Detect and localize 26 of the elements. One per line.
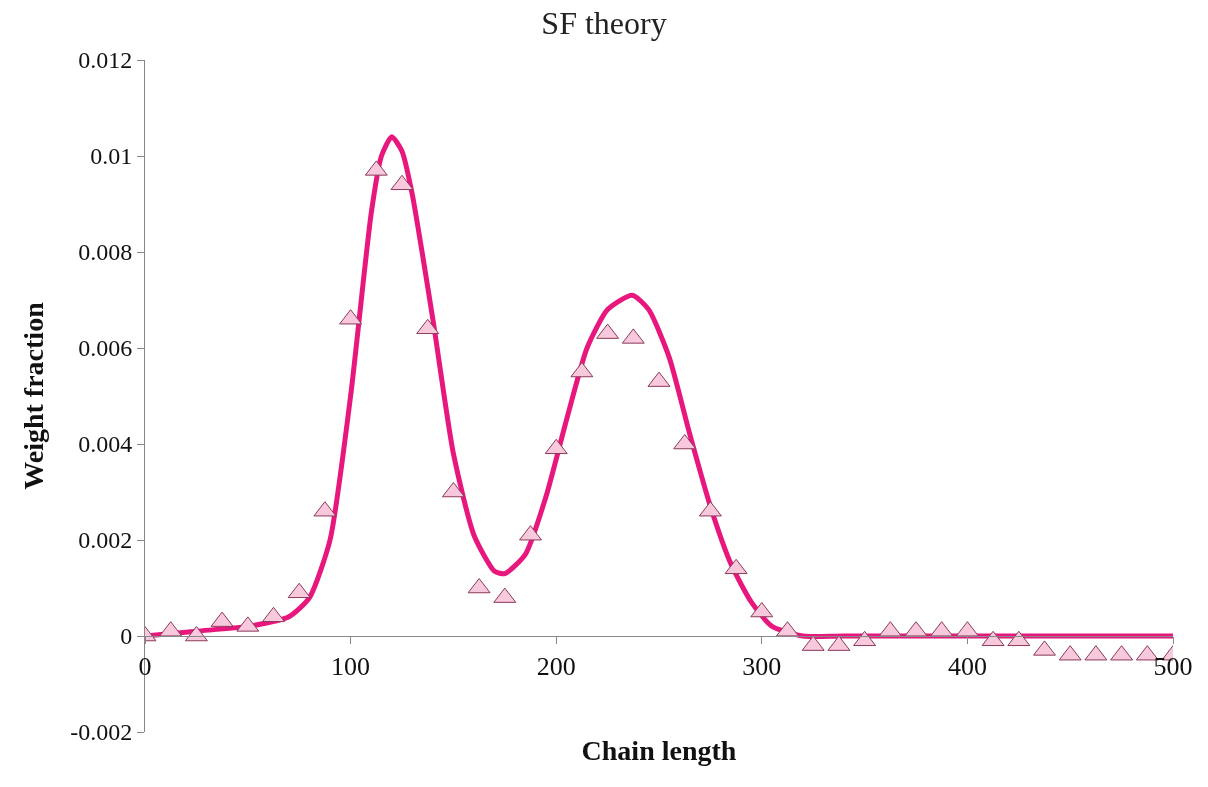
x-tick-label: 200 xyxy=(536,652,576,682)
y-tick-label: 0.01 xyxy=(90,143,133,170)
point xyxy=(853,630,877,647)
x-tick-label: 100 xyxy=(331,652,371,682)
point xyxy=(287,582,311,599)
chart-title: SF theory xyxy=(541,5,667,42)
y-tick-label: 0.002 xyxy=(78,527,133,554)
y-tick-label: 0.004 xyxy=(78,431,133,458)
point xyxy=(416,318,440,335)
y-tick-label: 0.006 xyxy=(78,335,133,362)
point xyxy=(262,606,285,623)
x-axis-title: Chain length xyxy=(581,735,737,767)
point xyxy=(390,174,414,191)
y-tick-label: 0.012 xyxy=(78,47,133,74)
point xyxy=(544,438,568,455)
point xyxy=(724,558,748,575)
x-tick-label: 300 xyxy=(742,652,782,682)
y-tick-label: -0.002 xyxy=(70,719,133,746)
y-tick-label: 0 xyxy=(120,623,133,650)
y-tick-label: 0.008 xyxy=(78,239,133,266)
x-tick-label: 400 xyxy=(947,652,987,682)
y-axis-title: Weight fraction xyxy=(17,301,49,490)
point xyxy=(981,630,1005,647)
x-tick-label: 0 xyxy=(138,652,152,682)
x-tick-label: 500 xyxy=(1153,652,1193,682)
point xyxy=(1007,630,1031,647)
